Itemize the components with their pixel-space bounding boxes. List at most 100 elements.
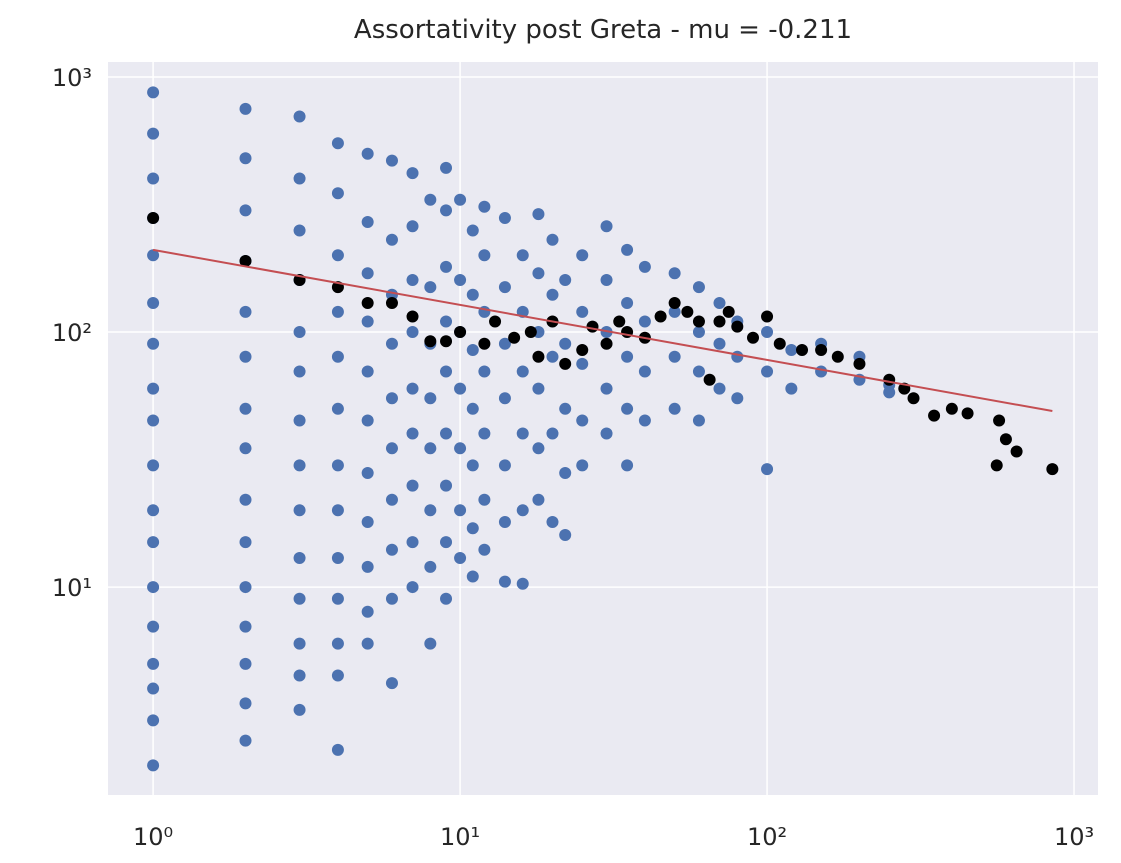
point bbox=[761, 310, 774, 323]
point bbox=[361, 515, 374, 528]
point bbox=[516, 249, 529, 262]
point bbox=[1046, 463, 1059, 476]
point bbox=[331, 187, 344, 200]
point bbox=[331, 637, 344, 650]
point bbox=[532, 493, 545, 506]
point bbox=[454, 326, 467, 339]
point bbox=[406, 273, 419, 286]
point bbox=[424, 504, 437, 517]
point bbox=[239, 152, 252, 165]
point bbox=[668, 402, 681, 415]
point bbox=[147, 382, 160, 395]
point bbox=[796, 344, 809, 357]
point bbox=[424, 193, 437, 206]
point bbox=[331, 504, 344, 517]
point bbox=[478, 493, 491, 506]
point bbox=[239, 536, 252, 549]
point bbox=[239, 254, 252, 267]
chart-title: Assortativity post Greta - mu = -0.211 bbox=[354, 15, 852, 45]
point bbox=[293, 110, 306, 123]
point bbox=[440, 204, 453, 217]
point bbox=[454, 442, 467, 455]
point bbox=[147, 536, 160, 549]
point bbox=[466, 522, 479, 535]
point bbox=[440, 592, 453, 605]
point bbox=[293, 326, 306, 339]
point bbox=[406, 167, 419, 180]
point bbox=[999, 433, 1012, 446]
point bbox=[600, 382, 613, 395]
point bbox=[498, 515, 511, 528]
point bbox=[692, 315, 705, 328]
point bbox=[516, 365, 529, 378]
point bbox=[385, 442, 398, 455]
point bbox=[654, 310, 667, 323]
point bbox=[668, 350, 681, 363]
point bbox=[454, 193, 467, 206]
point bbox=[293, 504, 306, 517]
point bbox=[466, 344, 479, 357]
point bbox=[489, 315, 502, 328]
point bbox=[331, 249, 344, 262]
point bbox=[586, 320, 599, 333]
point bbox=[713, 382, 726, 395]
point bbox=[478, 337, 491, 350]
point bbox=[532, 267, 545, 280]
point bbox=[498, 281, 511, 294]
point bbox=[440, 365, 453, 378]
point bbox=[731, 320, 744, 333]
point bbox=[576, 344, 589, 357]
point bbox=[239, 402, 252, 415]
point bbox=[1010, 445, 1023, 458]
point bbox=[731, 392, 744, 405]
point bbox=[559, 273, 572, 286]
x-tick-label: 10¹ bbox=[440, 823, 480, 851]
point bbox=[147, 759, 160, 772]
point bbox=[385, 592, 398, 605]
point bbox=[713, 296, 726, 309]
point bbox=[239, 657, 252, 670]
point bbox=[293, 224, 306, 237]
point bbox=[361, 216, 374, 229]
plot-area bbox=[108, 62, 1098, 795]
point bbox=[147, 459, 160, 472]
point bbox=[239, 305, 252, 318]
point bbox=[440, 536, 453, 549]
point bbox=[454, 552, 467, 565]
point bbox=[239, 581, 252, 594]
point bbox=[638, 315, 651, 328]
point bbox=[331, 350, 344, 363]
point bbox=[424, 637, 437, 650]
point bbox=[478, 543, 491, 556]
point bbox=[239, 102, 252, 115]
point bbox=[239, 697, 252, 710]
point bbox=[466, 402, 479, 415]
point bbox=[293, 703, 306, 716]
y-tick-label: 10² bbox=[52, 319, 92, 347]
point bbox=[385, 392, 398, 405]
point bbox=[516, 427, 529, 440]
point bbox=[466, 570, 479, 583]
point bbox=[516, 504, 529, 517]
point bbox=[621, 459, 634, 472]
point bbox=[731, 350, 744, 363]
point bbox=[239, 442, 252, 455]
point bbox=[147, 86, 160, 99]
point bbox=[638, 414, 651, 427]
point bbox=[945, 402, 958, 415]
point bbox=[613, 315, 626, 328]
point bbox=[621, 402, 634, 415]
point bbox=[621, 243, 634, 256]
point bbox=[478, 249, 491, 262]
point bbox=[331, 459, 344, 472]
point bbox=[600, 337, 613, 350]
point bbox=[990, 459, 1003, 472]
point bbox=[576, 414, 589, 427]
point bbox=[466, 224, 479, 237]
point bbox=[692, 326, 705, 339]
point bbox=[239, 734, 252, 747]
y-tick-label: 10³ bbox=[52, 64, 92, 92]
point bbox=[668, 305, 681, 318]
point bbox=[928, 409, 941, 422]
point bbox=[293, 414, 306, 427]
